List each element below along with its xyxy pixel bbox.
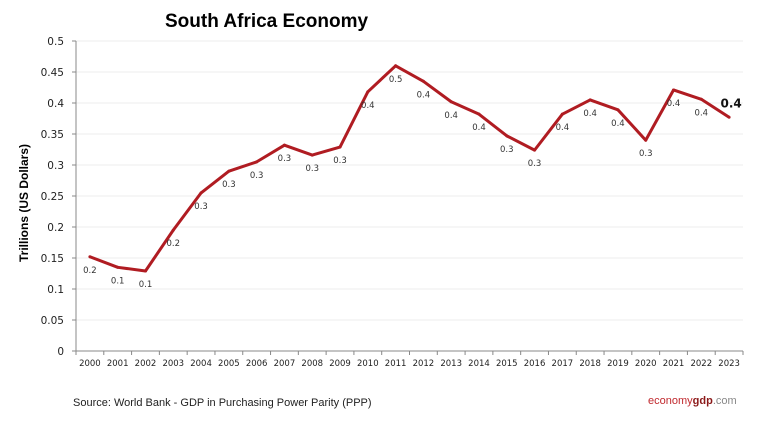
x-tick-label: 2009 xyxy=(329,359,351,369)
y-tick-label: 0.4 xyxy=(47,98,64,110)
x-tick-label: 2016 xyxy=(524,359,546,369)
data-point xyxy=(88,255,92,259)
x-tick-label: 2014 xyxy=(468,359,490,369)
data-label: 0.4 xyxy=(556,123,570,133)
x-tick-label: 2012 xyxy=(413,359,435,369)
x-tick-label: 2004 xyxy=(190,359,212,369)
data-point xyxy=(421,79,425,83)
x-tick-label: 2003 xyxy=(162,359,184,369)
site-logo: economygdp.com xyxy=(648,395,737,407)
data-point xyxy=(477,112,481,116)
data-point xyxy=(227,169,231,173)
data-point xyxy=(672,88,676,92)
data-label: 0.3 xyxy=(333,156,347,166)
y-tick-label: 0 xyxy=(57,346,64,358)
x-tick-label: 2020 xyxy=(635,359,657,369)
data-point xyxy=(533,148,537,152)
data-point xyxy=(116,265,120,269)
logo-part: economy xyxy=(648,395,693,407)
data-label: 0.2 xyxy=(167,239,181,249)
data-point xyxy=(727,115,731,119)
data-point xyxy=(143,269,147,273)
y-tick-label: 0.05 xyxy=(41,315,64,327)
data-label: 0.1 xyxy=(111,276,125,286)
x-tick-label: 2000 xyxy=(79,359,101,369)
x-tick-label: 2005 xyxy=(218,359,240,369)
data-point xyxy=(644,138,648,142)
y-tick-label: 0.35 xyxy=(41,129,64,141)
data-label: 0.4 xyxy=(720,96,741,110)
y-tick-label: 0.25 xyxy=(41,191,64,203)
data-label: 0.4 xyxy=(583,109,597,119)
data-point xyxy=(560,112,564,116)
logo-part: .com xyxy=(712,395,737,407)
data-label: 0.4 xyxy=(611,119,625,129)
data-label: 0.3 xyxy=(500,145,514,155)
x-tick-label: 2018 xyxy=(579,359,601,369)
data-label: 0.3 xyxy=(222,180,236,190)
y-axis-label: Trillions (US Dollars) xyxy=(17,144,31,262)
y-tick-label: 0.5 xyxy=(47,36,64,48)
data-label: 0.1 xyxy=(139,280,153,290)
x-tick-label: 2021 xyxy=(663,359,685,369)
data-label: 0.4 xyxy=(417,90,431,100)
x-tick-label: 2001 xyxy=(107,359,129,369)
x-tick-label: 2010 xyxy=(357,359,379,369)
x-tick-label: 2015 xyxy=(496,359,518,369)
series-line xyxy=(89,64,730,273)
x-tick-label: 2017 xyxy=(552,359,574,369)
x-tick-label: 2019 xyxy=(607,359,629,369)
data-label: 0.3 xyxy=(639,149,653,159)
data-label: 0.3 xyxy=(305,164,319,174)
data-point xyxy=(171,228,175,232)
y-tick-label: 0.45 xyxy=(41,67,64,79)
logo-part: gdp xyxy=(692,395,713,407)
x-tick-label: 2011 xyxy=(385,359,407,369)
data-point xyxy=(699,97,703,101)
x-tick-label: 2023 xyxy=(718,359,740,369)
data-label: 0.4 xyxy=(444,111,458,121)
y-tick-label: 0.3 xyxy=(47,160,64,172)
data-point xyxy=(282,143,286,147)
y-tick-label: 0.15 xyxy=(41,253,64,265)
data-point xyxy=(394,64,398,68)
data-label: 0.2 xyxy=(83,266,97,276)
data-label: 0.4 xyxy=(472,123,486,133)
x-tick-label: 2006 xyxy=(246,359,268,369)
data-label: 0.4 xyxy=(667,99,681,109)
x-tick-label: 2013 xyxy=(440,359,462,369)
chart-title: South Africa Economy xyxy=(165,11,368,32)
data-label: 0.3 xyxy=(528,159,542,169)
data-point xyxy=(616,108,620,112)
data-point xyxy=(255,160,259,164)
data-point xyxy=(366,90,370,94)
data-label: 0.3 xyxy=(278,154,292,164)
x-tick-label: 2002 xyxy=(135,359,157,369)
data-point xyxy=(199,191,203,195)
data-label: 0.3 xyxy=(194,202,208,212)
data-label: 0.4 xyxy=(361,101,375,111)
x-tick-label: 2007 xyxy=(274,359,296,369)
data-label: 0.3 xyxy=(250,171,264,181)
data-point xyxy=(338,145,342,149)
y-tick-label: 0.2 xyxy=(47,222,64,234)
data-label: 0.4 xyxy=(695,108,709,118)
data-point xyxy=(505,134,509,138)
data-point xyxy=(588,98,592,102)
data-point xyxy=(449,100,453,104)
data-label: 0.5 xyxy=(389,75,403,85)
x-tick-label: 2022 xyxy=(690,359,712,369)
y-tick-label: 0.1 xyxy=(47,284,64,296)
data-point xyxy=(310,153,314,157)
source-note: Source: World Bank - GDP in Purchasing P… xyxy=(73,397,372,409)
x-tick-label: 2008 xyxy=(301,359,323,369)
